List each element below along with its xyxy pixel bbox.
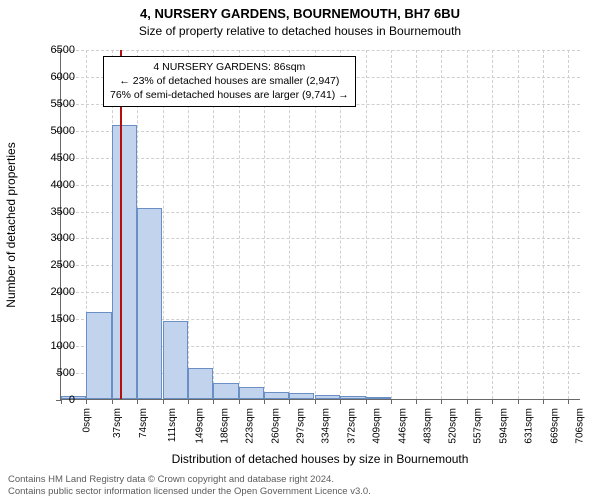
x-tick-label: 446sqm bbox=[397, 408, 408, 444]
gridline-vertical bbox=[366, 50, 367, 399]
histogram-bar bbox=[366, 397, 391, 399]
x-tick bbox=[289, 399, 290, 404]
y-tick-label: 6500 bbox=[25, 44, 75, 56]
title-main: 4, NURSERY GARDENS, BOURNEMOUTH, BH7 6BU bbox=[0, 6, 600, 21]
x-tick-label: 260sqm bbox=[270, 408, 281, 444]
histogram-bar bbox=[340, 396, 365, 399]
gridline-vertical bbox=[391, 50, 392, 399]
histogram-bar bbox=[86, 312, 111, 399]
footer-line: Contains HM Land Registry data © Crown c… bbox=[8, 474, 371, 486]
infobox-line: 76% of semi-detached houses are larger (… bbox=[110, 88, 349, 102]
x-tick bbox=[518, 399, 519, 404]
x-tick bbox=[366, 399, 367, 404]
attribution-footer: Contains HM Land Registry data © Crown c… bbox=[8, 474, 371, 499]
x-tick bbox=[492, 399, 493, 404]
gridline-horizontal bbox=[61, 131, 580, 132]
gridline-horizontal bbox=[61, 185, 580, 186]
histogram-bar bbox=[264, 392, 289, 399]
x-tick bbox=[213, 399, 214, 404]
x-axis-label: Distribution of detached houses by size … bbox=[60, 452, 580, 466]
x-tick bbox=[391, 399, 392, 404]
x-tick bbox=[188, 399, 189, 404]
marker-infobox: 4 NURSERY GARDENS: 86sqm ← 23% of detach… bbox=[103, 56, 356, 107]
x-tick-label: 372sqm bbox=[347, 408, 358, 444]
footer-line: Contains public sector information licen… bbox=[8, 486, 371, 498]
gridline-vertical bbox=[492, 50, 493, 399]
x-tick-label: 483sqm bbox=[422, 408, 433, 444]
x-tick-label: 334sqm bbox=[321, 408, 332, 444]
gridline-horizontal bbox=[61, 50, 580, 51]
y-tick-label: 2000 bbox=[25, 286, 75, 298]
x-tick bbox=[86, 399, 87, 404]
y-tick-label: 500 bbox=[25, 367, 75, 379]
histogram-bar bbox=[213, 383, 238, 399]
title-sub: Size of property relative to detached ho… bbox=[0, 24, 600, 38]
x-tick-label: 631sqm bbox=[523, 408, 534, 444]
x-tick bbox=[416, 399, 417, 404]
x-tick-label: 111sqm bbox=[167, 408, 178, 442]
infobox-line: 4 NURSERY GARDENS: 86sqm bbox=[110, 60, 349, 74]
y-tick-label: 4500 bbox=[25, 152, 75, 164]
x-tick-label: 223sqm bbox=[245, 408, 256, 444]
y-axis-label: Number of detached properties bbox=[4, 60, 18, 225]
y-tick-label: 0 bbox=[25, 394, 75, 406]
histogram-bar bbox=[163, 321, 188, 399]
histogram-bar bbox=[112, 125, 137, 399]
x-tick bbox=[543, 399, 544, 404]
chart-container: 4, NURSERY GARDENS, BOURNEMOUTH, BH7 6BU… bbox=[0, 0, 600, 500]
plot-area: 4 NURSERY GARDENS: 86sqm ← 23% of detach… bbox=[60, 50, 580, 400]
x-tick-label: 0sqm bbox=[81, 408, 92, 432]
x-tick-label: 186sqm bbox=[220, 408, 231, 444]
x-tick-label: 520sqm bbox=[448, 408, 459, 444]
x-tick-label: 594sqm bbox=[498, 408, 509, 444]
gridline-horizontal bbox=[61, 158, 580, 159]
infobox-line: ← 23% of detached houses are smaller (2,… bbox=[110, 74, 349, 88]
y-tick-label: 3000 bbox=[25, 232, 75, 244]
x-tick-label: 74sqm bbox=[138, 408, 149, 438]
x-tick bbox=[112, 399, 113, 404]
y-tick-label: 2500 bbox=[25, 259, 75, 271]
gridline-vertical bbox=[416, 50, 417, 399]
y-tick-label: 4000 bbox=[25, 179, 75, 191]
y-tick-label: 1000 bbox=[25, 340, 75, 352]
y-tick-label: 1500 bbox=[25, 313, 75, 325]
gridline-vertical bbox=[543, 50, 544, 399]
x-tick bbox=[264, 399, 265, 404]
histogram-bar bbox=[289, 393, 314, 399]
x-tick bbox=[568, 399, 569, 404]
gridline-vertical bbox=[568, 50, 569, 399]
gridline-vertical bbox=[467, 50, 468, 399]
x-tick bbox=[467, 399, 468, 404]
x-tick bbox=[340, 399, 341, 404]
x-tick-label: 297sqm bbox=[295, 408, 306, 444]
y-tick-label: 3500 bbox=[25, 206, 75, 218]
x-tick-label: 149sqm bbox=[194, 408, 205, 444]
x-tick bbox=[239, 399, 240, 404]
x-tick bbox=[441, 399, 442, 404]
x-tick bbox=[315, 399, 316, 404]
histogram-bar bbox=[137, 208, 162, 399]
y-tick-label: 5500 bbox=[25, 98, 75, 110]
x-tick-label: 557sqm bbox=[473, 408, 484, 444]
gridline-vertical bbox=[518, 50, 519, 399]
y-tick-label: 6000 bbox=[25, 71, 75, 83]
y-tick-label: 5000 bbox=[25, 125, 75, 137]
x-tick-label: 37sqm bbox=[112, 408, 123, 438]
histogram-bar bbox=[188, 368, 213, 399]
x-tick-label: 409sqm bbox=[372, 408, 383, 444]
histogram-bar bbox=[239, 387, 264, 399]
gridline-vertical bbox=[441, 50, 442, 399]
histogram-bar bbox=[315, 395, 340, 399]
x-tick-label: 669sqm bbox=[549, 408, 560, 444]
x-tick bbox=[163, 399, 164, 404]
x-tick bbox=[137, 399, 138, 404]
x-tick-label: 706sqm bbox=[575, 408, 586, 444]
